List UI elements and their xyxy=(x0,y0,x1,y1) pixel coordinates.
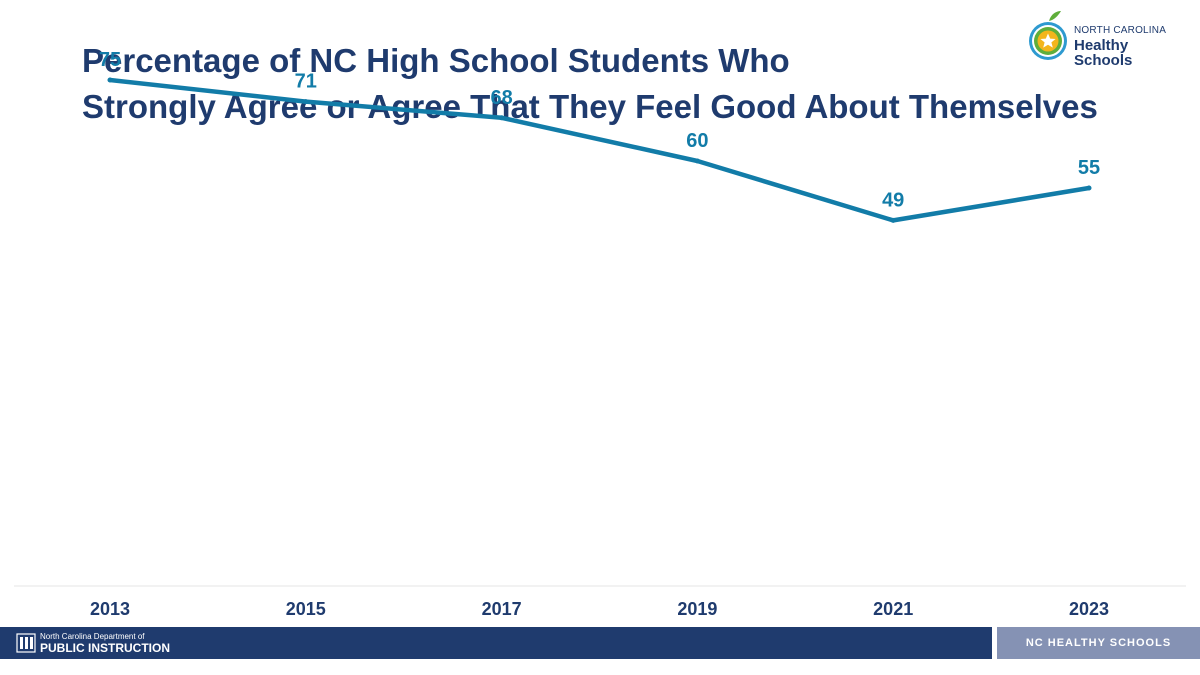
data-point xyxy=(890,217,896,223)
data-point xyxy=(107,77,113,83)
data-label: 75 xyxy=(99,49,121,71)
data-point xyxy=(1086,185,1092,191)
data-point xyxy=(499,115,505,121)
series-line xyxy=(107,77,1092,223)
logo-line-1: NORTH CAROLINA xyxy=(1074,25,1167,36)
line-chart: 75 71 68 60 49 55 2013 2015 2017 2019 2021 2023 xyxy=(14,49,1186,619)
data-label: 71 xyxy=(295,71,317,93)
x-tick-label: 2023 xyxy=(1069,599,1109,619)
dpi-small-text: North Carolina Department of xyxy=(40,632,145,641)
healthy-schools-logo: NORTH CAROLINA Healthy Schools xyxy=(1028,10,1188,69)
dpi-wordmark: North Carolina Department of PUBLIC INST… xyxy=(40,632,170,655)
x-tick-label: 2017 xyxy=(482,599,522,619)
title-line-1: Percentage of NC High School Students Wh… xyxy=(82,42,790,79)
logo-text: NORTH CAROLINA Healthy Schools xyxy=(1074,25,1188,69)
x-tick-label: 2015 xyxy=(286,599,326,619)
x-tick-label: 2013 xyxy=(90,599,130,619)
data-label: 68 xyxy=(490,87,512,109)
x-tick-label: 2021 xyxy=(873,599,913,619)
data-label: 49 xyxy=(882,189,904,211)
logo-line-2: Healthy Schools xyxy=(1074,37,1133,69)
dpi-emblem-icon xyxy=(16,633,36,653)
footer-bar: North Carolina Department of PUBLIC INST… xyxy=(0,627,992,659)
apple-star-icon xyxy=(1029,11,1067,60)
data-point xyxy=(694,158,700,164)
footer-label: NC HEALTHY SCHOOLS xyxy=(997,627,1200,659)
x-tick-label: 2019 xyxy=(677,599,717,619)
data-label: 55 xyxy=(1078,157,1100,179)
dpi-big-text: PUBLIC INSTRUCTION xyxy=(40,641,170,655)
data-point xyxy=(303,99,309,105)
data-label: 60 xyxy=(686,130,708,152)
